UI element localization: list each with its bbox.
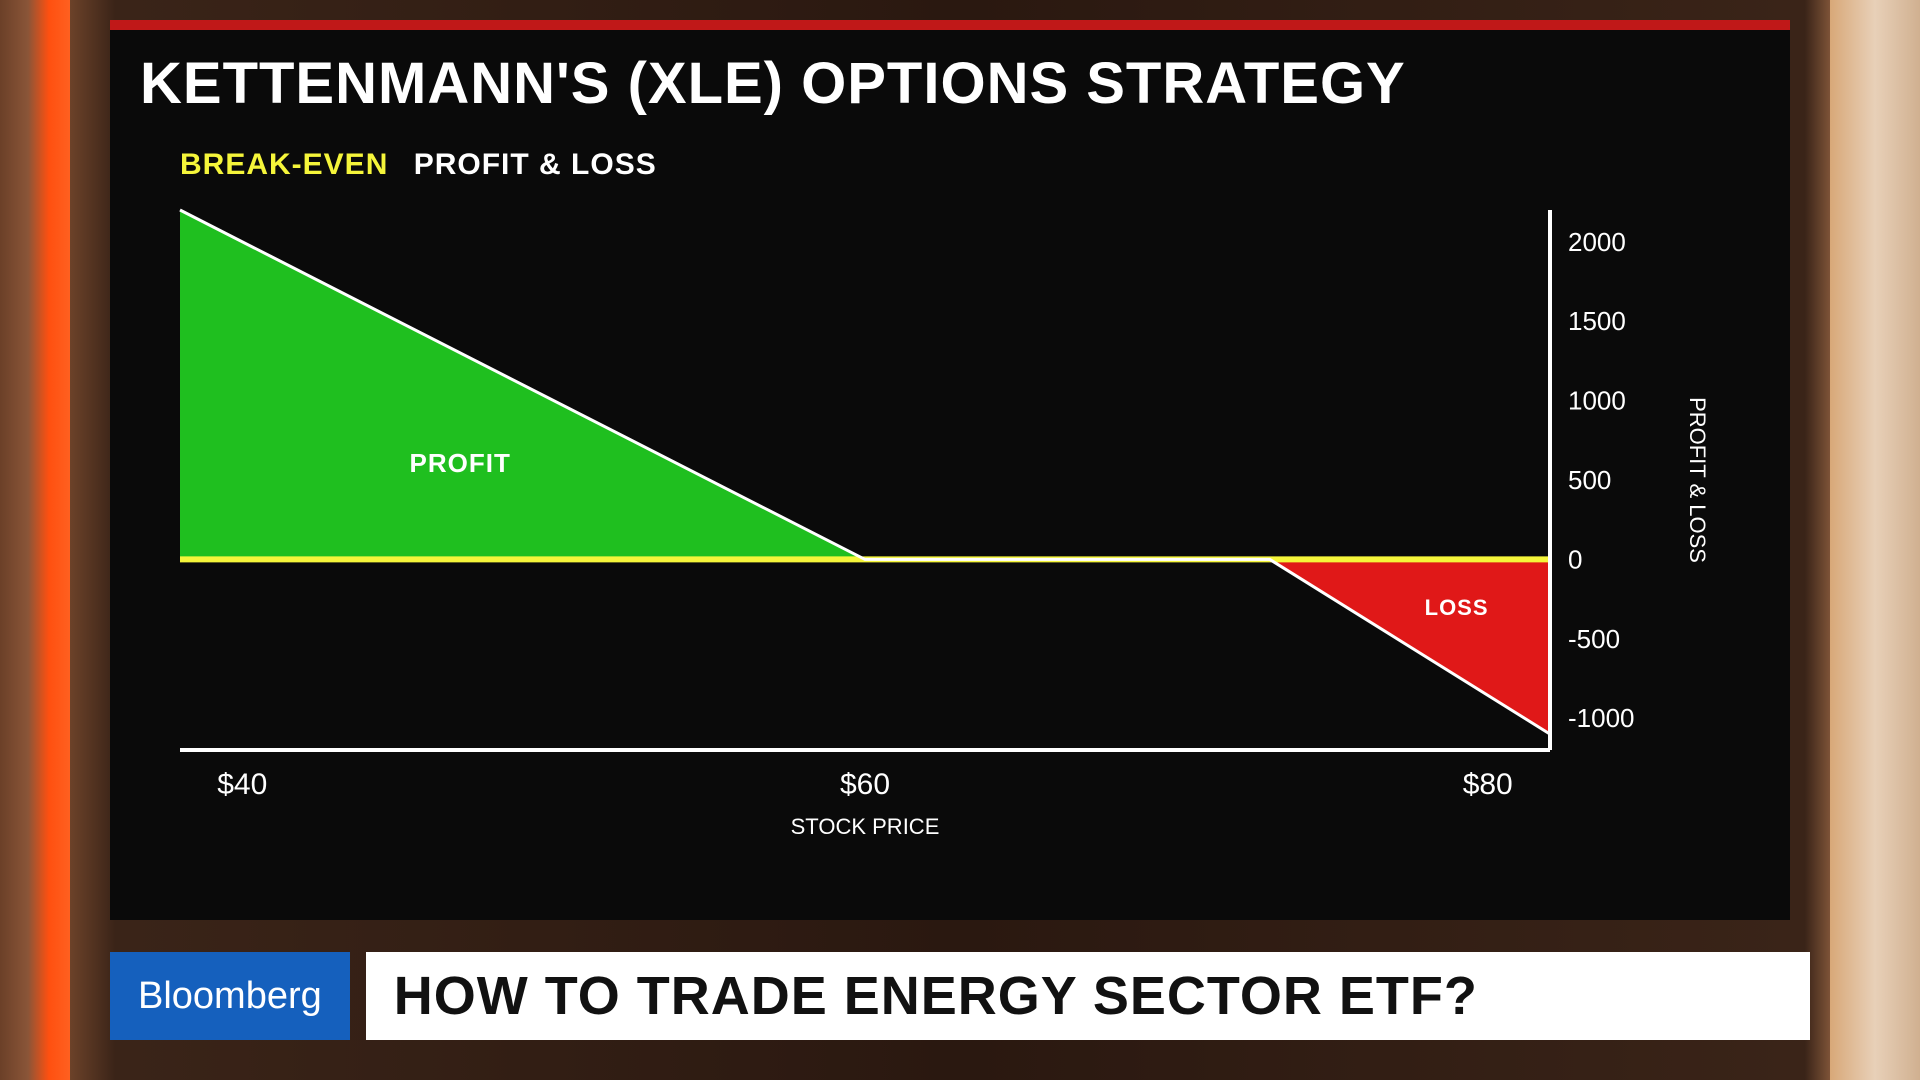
x-tick-label: $40: [217, 768, 267, 801]
headline-box: HOW TO TRADE ENERGY SECTOR ETF?: [366, 952, 1810, 1040]
x-tick-label: $80: [1463, 768, 1513, 801]
lower-third: Bloomberg HOW TO TRADE ENERGY SECTOR ETF…: [110, 952, 1810, 1040]
y-tick-label: 1500: [1568, 306, 1626, 336]
region-label-loss: LOSS: [1425, 595, 1489, 620]
subtitle-profit-loss: PROFIT & LOSS: [414, 148, 657, 181]
options-payoff-chart: PROFIT LOSS -1000 -500 0 500 1000 1500 2000 PROFI…: [170, 200, 1730, 860]
region-label-profit: PROFIT: [410, 448, 511, 478]
y-tick-label: 500: [1568, 465, 1611, 495]
y-axis-label: PROFIT & LOSS: [1685, 397, 1710, 563]
chart-svg: PROFIT LOSS -1000 -500 0 500 1000 1500 2000 PROFI…: [170, 200, 1730, 860]
x-tick-label: $60: [840, 768, 890, 801]
panel-top-red-bar: [110, 20, 1790, 30]
y-tick-label: 1000: [1568, 386, 1626, 416]
studio-left-edge: [0, 0, 70, 1080]
y-tick-label: 0: [1568, 544, 1582, 574]
subtitle-breakeven: BREAK-EVEN: [180, 148, 388, 181]
brand-box: Bloomberg: [110, 952, 350, 1040]
studio-right-edge: [1830, 0, 1920, 1080]
graphic-panel: KETTENMANN'S (XLE) OPTIONS STRATEGY BREA…: [110, 20, 1790, 920]
y-tick-label: 2000: [1568, 227, 1626, 257]
panel-title: KETTENMANN'S (XLE) OPTIONS STRATEGY: [140, 50, 1406, 117]
panel-subtitle: BREAK-EVEN PROFIT & LOSS: [180, 148, 657, 182]
x-axis-label: STOCK PRICE: [791, 814, 940, 839]
y-tick-label: -1000: [1568, 703, 1635, 733]
y-tick-label: -500: [1568, 624, 1620, 654]
